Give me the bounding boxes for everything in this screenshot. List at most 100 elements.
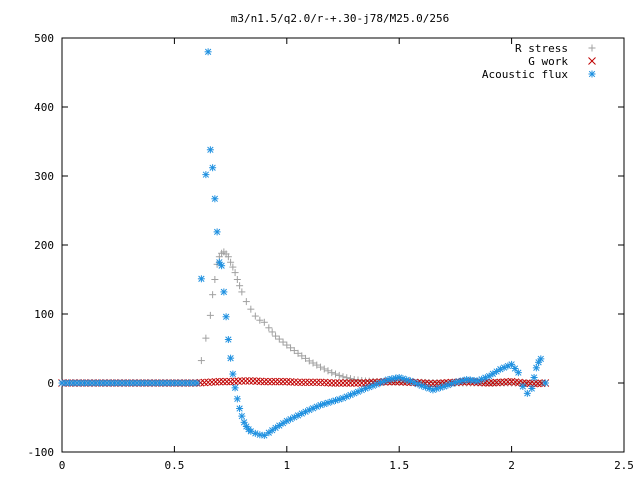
- data-point: [327, 379, 336, 387]
- plot-border: [61, 37, 625, 453]
- data-point: [202, 171, 210, 179]
- plot-frame: [61, 37, 625, 453]
- data-point: [272, 332, 280, 340]
- data-point: [211, 377, 220, 386]
- x-tick-label: 2: [508, 459, 515, 472]
- data-point: [320, 365, 328, 373]
- data-point: [339, 373, 347, 381]
- data-point: [268, 426, 276, 434]
- y-axis: -100 0 100 200 300 400 500: [28, 32, 624, 459]
- data-point: [541, 379, 549, 387]
- data-point: [357, 379, 366, 387]
- data-point: [260, 318, 268, 326]
- data-point: [200, 378, 209, 387]
- data-point: [302, 354, 310, 362]
- data-point: [324, 378, 332, 387]
- data-point: [283, 341, 291, 349]
- y-tick-label: 0: [47, 377, 54, 390]
- data-point: [305, 357, 313, 365]
- data-point: [537, 355, 545, 363]
- data-point: [354, 379, 362, 387]
- data-point: [252, 377, 261, 386]
- data-point: [193, 379, 201, 387]
- data-point: [249, 377, 257, 385]
- data-point: [220, 288, 228, 296]
- series-r-stress: [58, 248, 549, 387]
- data-point: [514, 369, 522, 377]
- data-point: [317, 401, 325, 409]
- data-point: [204, 48, 212, 56]
- y-tick-label: 300: [34, 170, 54, 183]
- data-point: [511, 365, 519, 373]
- data-point: [313, 361, 321, 369]
- data-point: [229, 370, 237, 378]
- data-point: [211, 276, 219, 283]
- data-point: [530, 373, 538, 381]
- data-point: [343, 374, 351, 382]
- legend-marker: [588, 44, 596, 52]
- data-point: [233, 276, 241, 283]
- y-tick-label: 400: [34, 101, 54, 114]
- data-point: [211, 195, 219, 203]
- data-point: [229, 263, 237, 271]
- data-point: [328, 369, 336, 377]
- legend-marker: [588, 57, 596, 65]
- y-tick-label: 500: [34, 32, 54, 45]
- data-point: [265, 324, 273, 332]
- data-point: [294, 349, 302, 357]
- series-acoustic-flux: [58, 48, 549, 439]
- data-point: [219, 377, 227, 386]
- data-point: [448, 380, 456, 388]
- data-point: [429, 386, 437, 394]
- data-point: [233, 395, 241, 403]
- data-point: [316, 378, 325, 387]
- data-point: [236, 282, 244, 290]
- data-point: [342, 379, 351, 387]
- data-point: [224, 336, 232, 344]
- data-point: [237, 377, 246, 385]
- data-point: [206, 311, 214, 319]
- data-point: [251, 312, 259, 320]
- data-point: [335, 371, 343, 379]
- data-point: [236, 405, 244, 413]
- data-point: [508, 360, 516, 368]
- data-point: [290, 378, 299, 386]
- data-point: [279, 377, 287, 386]
- data-point: [206, 146, 214, 154]
- data-point: [260, 377, 269, 386]
- data-point: [343, 393, 351, 401]
- data-point: [227, 258, 235, 266]
- data-point: [519, 382, 527, 390]
- data-point: [202, 334, 210, 342]
- data-point: [215, 377, 224, 386]
- data-point: [241, 377, 250, 385]
- legend-label: G work: [528, 55, 568, 68]
- data-point: [275, 377, 284, 386]
- data-point: [312, 378, 321, 387]
- x-axis: 0 0.5 1 1.5 2 2.5: [59, 38, 634, 472]
- data-point: [309, 378, 317, 387]
- y-tick-label: 100: [34, 308, 54, 321]
- data-point: [332, 370, 340, 378]
- data-point: [245, 377, 254, 385]
- data-point: [305, 378, 314, 387]
- data-point: [208, 378, 216, 386]
- data-point: [444, 381, 452, 389]
- data-point: [331, 379, 340, 387]
- data-point: [247, 305, 255, 313]
- data-point: [282, 377, 291, 386]
- data-point: [287, 344, 295, 352]
- data-point: [309, 359, 317, 367]
- legend-label: Acoustic flux: [482, 68, 568, 81]
- data-point: [271, 377, 280, 386]
- legend-marker: [588, 70, 596, 78]
- data-point: [294, 378, 302, 387]
- data-point: [320, 378, 329, 387]
- data-point: [222, 313, 230, 321]
- data-point: [339, 379, 347, 387]
- data-point: [204, 378, 212, 387]
- data-point: [224, 253, 232, 261]
- data-point: [227, 354, 235, 362]
